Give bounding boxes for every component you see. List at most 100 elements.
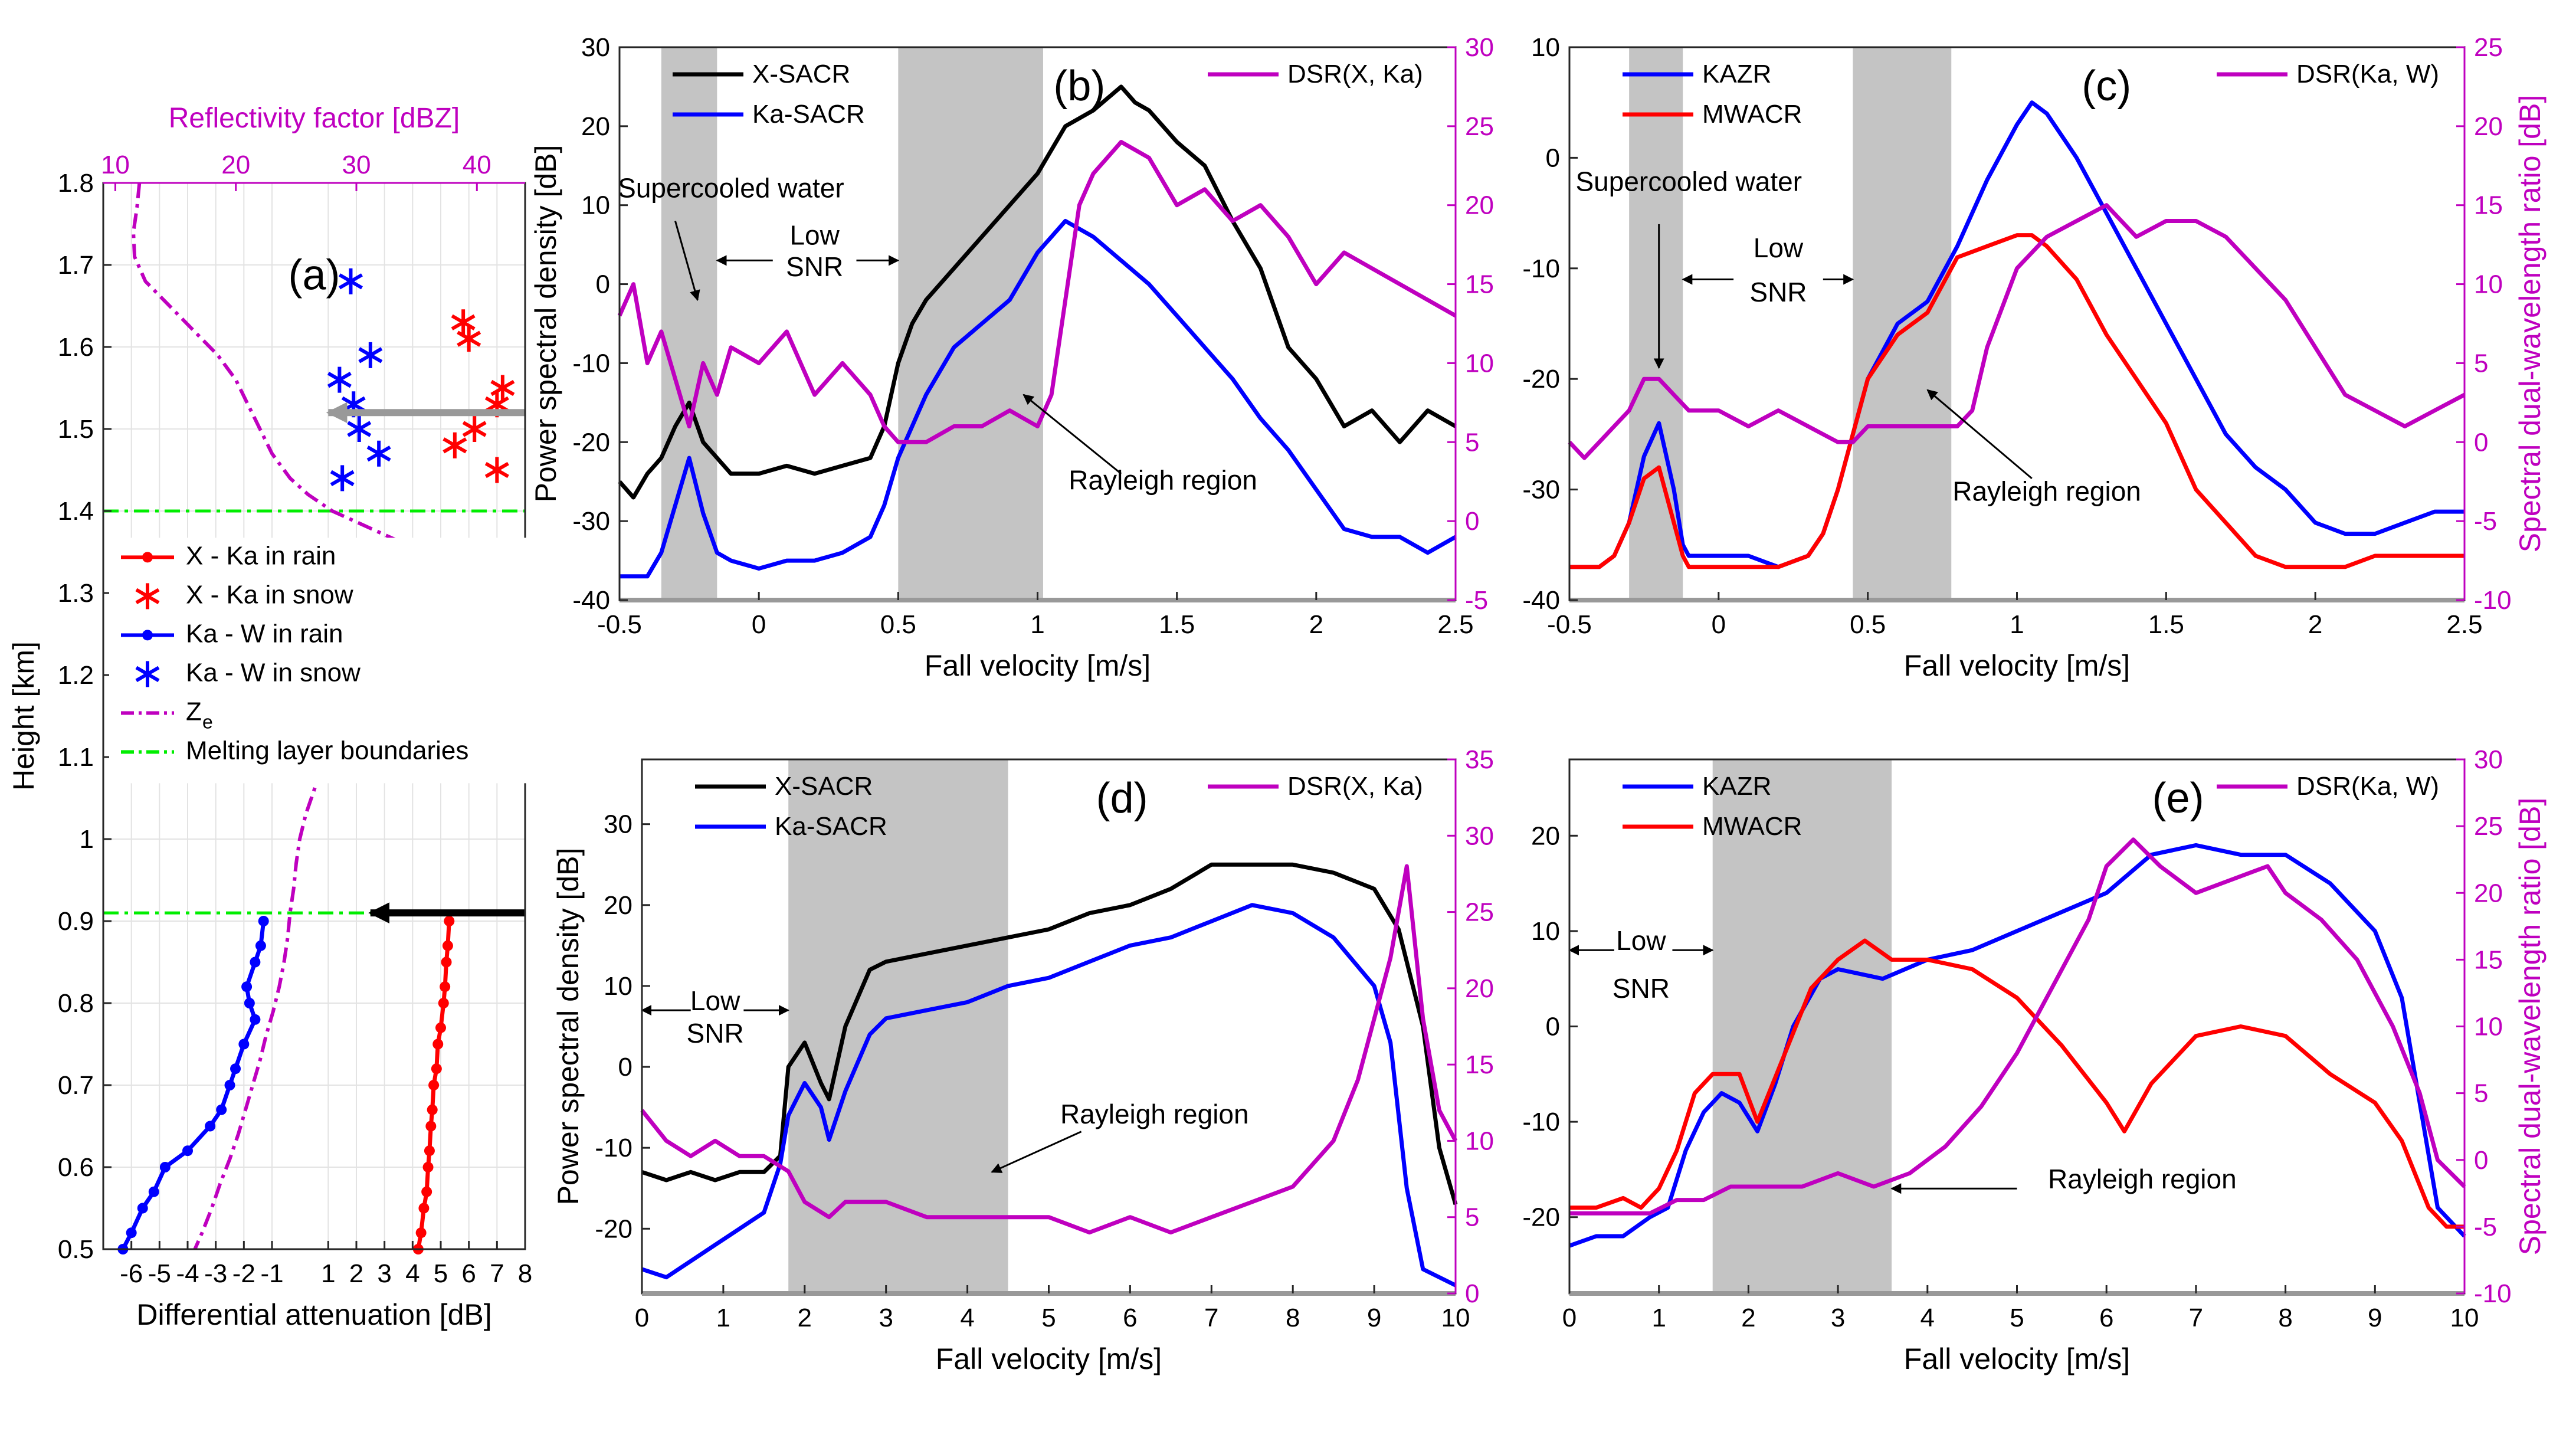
annotation-text: SNR	[1613, 973, 1670, 1004]
legend-label: Ka - W in snow	[186, 658, 360, 687]
y2-tick-label: 15	[2474, 945, 2503, 974]
legend-label: Melting layer boundaries	[186, 736, 468, 765]
x-tick-label: -3	[204, 1259, 227, 1288]
y-tick-label: 0.6	[58, 1153, 94, 1182]
x-tick-label: 2	[2308, 610, 2322, 639]
y-tick-label: 1.4	[58, 497, 94, 526]
y-tick-label: -10	[595, 1134, 632, 1162]
x-tick-label: 8	[518, 1259, 532, 1288]
legend-label: MWACR	[1702, 100, 1802, 129]
x-tick-label: 9	[1367, 1303, 1381, 1332]
annotation-arrow	[1022, 394, 1122, 474]
x-tick-label: 5	[2010, 1303, 2024, 1332]
x-tick-label: 9	[2368, 1303, 2382, 1332]
y2-tick-label: 25	[1465, 112, 1494, 141]
x-tick-label: 6	[2099, 1303, 2113, 1332]
y2-axis-label: Spectral dual-wavelength ratio [dB]	[2513, 95, 2546, 552]
panel-label: (d)	[1096, 775, 1148, 822]
y2-tick-label: 0	[2474, 428, 2488, 457]
legend-label: Ka-SACR	[752, 100, 865, 129]
x-tick-label: 2	[798, 1303, 812, 1332]
legend-label: KAZR	[1702, 60, 1771, 89]
y2-tick-label: -5	[1465, 586, 1488, 615]
asterisk-stroke	[338, 273, 363, 290]
data-point	[244, 998, 255, 1008]
asterisk-stroke	[457, 330, 481, 347]
data-point	[431, 1063, 442, 1075]
x-tick-label: 4	[405, 1259, 419, 1288]
data-point	[418, 1203, 430, 1214]
x-tick-label: 1.5	[1159, 610, 1195, 639]
y2-tick-label: 20	[2474, 879, 2503, 908]
annotation-text: Rayleigh region	[2048, 1164, 2237, 1194]
annotation-text: Low	[1616, 925, 1666, 956]
x-tick-label: 0	[1562, 1303, 1577, 1332]
data-point	[230, 1063, 241, 1075]
x-tick-label: 3	[879, 1303, 893, 1332]
data-point	[216, 1104, 227, 1115]
x-tick-label: 1	[321, 1259, 335, 1288]
data-point-asterisk	[484, 457, 509, 483]
data-point	[427, 1104, 438, 1115]
legend-label: Ka - W in rain	[186, 619, 343, 648]
x-tick-label: 0	[635, 1303, 649, 1332]
x-tick-label: 1	[1651, 1303, 1666, 1332]
y-axis-label: Height [km]	[7, 641, 40, 791]
data-point	[126, 1227, 137, 1239]
annotation-text: Supercooled water	[618, 172, 844, 203]
data-point	[435, 1022, 446, 1033]
x-tick-label: 10	[2450, 1303, 2479, 1332]
y-tick-label: -40	[1522, 586, 1560, 615]
asterisk-stroke	[135, 588, 160, 604]
y2-tick-label: 20	[2474, 112, 2503, 141]
legend-label: DSR(X, Ka)	[1287, 772, 1423, 801]
panel-e: Low SNR Rayleigh region 0 1 2 3 4 5 6 7 8 9 10 -20 -10 0…	[1522, 745, 2546, 1375]
data-point	[422, 1162, 434, 1172]
y-tick-label: -20	[595, 1214, 632, 1243]
y2-tick-label: 25	[2474, 33, 2503, 62]
panel-label: (a)	[289, 252, 340, 299]
x-tick-label: -5	[148, 1259, 171, 1288]
data-point-asterisk	[451, 309, 476, 336]
annotation-text: Rayleigh region	[1952, 476, 2141, 506]
data-point	[258, 916, 269, 926]
top-x-tick-label: 30	[342, 150, 371, 179]
asterisk-stroke	[490, 379, 515, 397]
legend-label: Ka-SACR	[775, 812, 887, 841]
y2-tick-label: -5	[2474, 1213, 2497, 1242]
data-point	[438, 998, 449, 1008]
x-tick-label: 7	[1204, 1303, 1218, 1332]
data-point	[415, 1227, 427, 1239]
x-axis-label: Fall velocity [m/s]	[936, 1342, 1162, 1375]
x-tick-label: 6	[1123, 1303, 1137, 1332]
annotation-text: SNR	[1749, 277, 1807, 307]
asterisk-stroke	[484, 396, 509, 412]
y2-tick-label: 10	[2474, 270, 2503, 299]
x-tick-label: 2	[349, 1259, 363, 1288]
x-tick-label: 0.5	[880, 610, 916, 639]
x-tick-label: 2	[1309, 610, 1323, 639]
series-line-dsr-ka-w-	[1569, 837, 2466, 1216]
legend-swatch-asterisk	[135, 661, 160, 687]
y2-tick-label: 10	[1465, 1126, 1494, 1155]
y-tick-label: -10	[1522, 254, 1560, 283]
y2-axis-label: Spectral dual-wavelength ratio [dB]	[2513, 798, 2546, 1255]
series-line-dsr-x-ka-	[617, 140, 1457, 444]
series-line-x-sacr	[641, 862, 1458, 1206]
y2-tick-label: 15	[2474, 191, 2503, 220]
x-tick-label: 8	[1286, 1303, 1300, 1332]
legend-label: MWACR	[1702, 812, 1802, 841]
data-point-asterisk	[490, 375, 515, 401]
annotation-text: SNR	[687, 1018, 744, 1049]
x-tick-label: 5	[1041, 1303, 1056, 1332]
legend-label: X-SACR	[775, 772, 873, 801]
x-tick-label: 4	[1920, 1303, 1935, 1332]
data-point	[250, 957, 261, 968]
asterisk-stroke	[347, 421, 372, 437]
annotation-arrow	[674, 221, 700, 302]
y-tick-label: 30	[604, 810, 632, 839]
shaded-region	[1853, 47, 1952, 600]
y-tick-label: -30	[572, 507, 610, 536]
y2-tick-label: -10	[2474, 586, 2512, 615]
